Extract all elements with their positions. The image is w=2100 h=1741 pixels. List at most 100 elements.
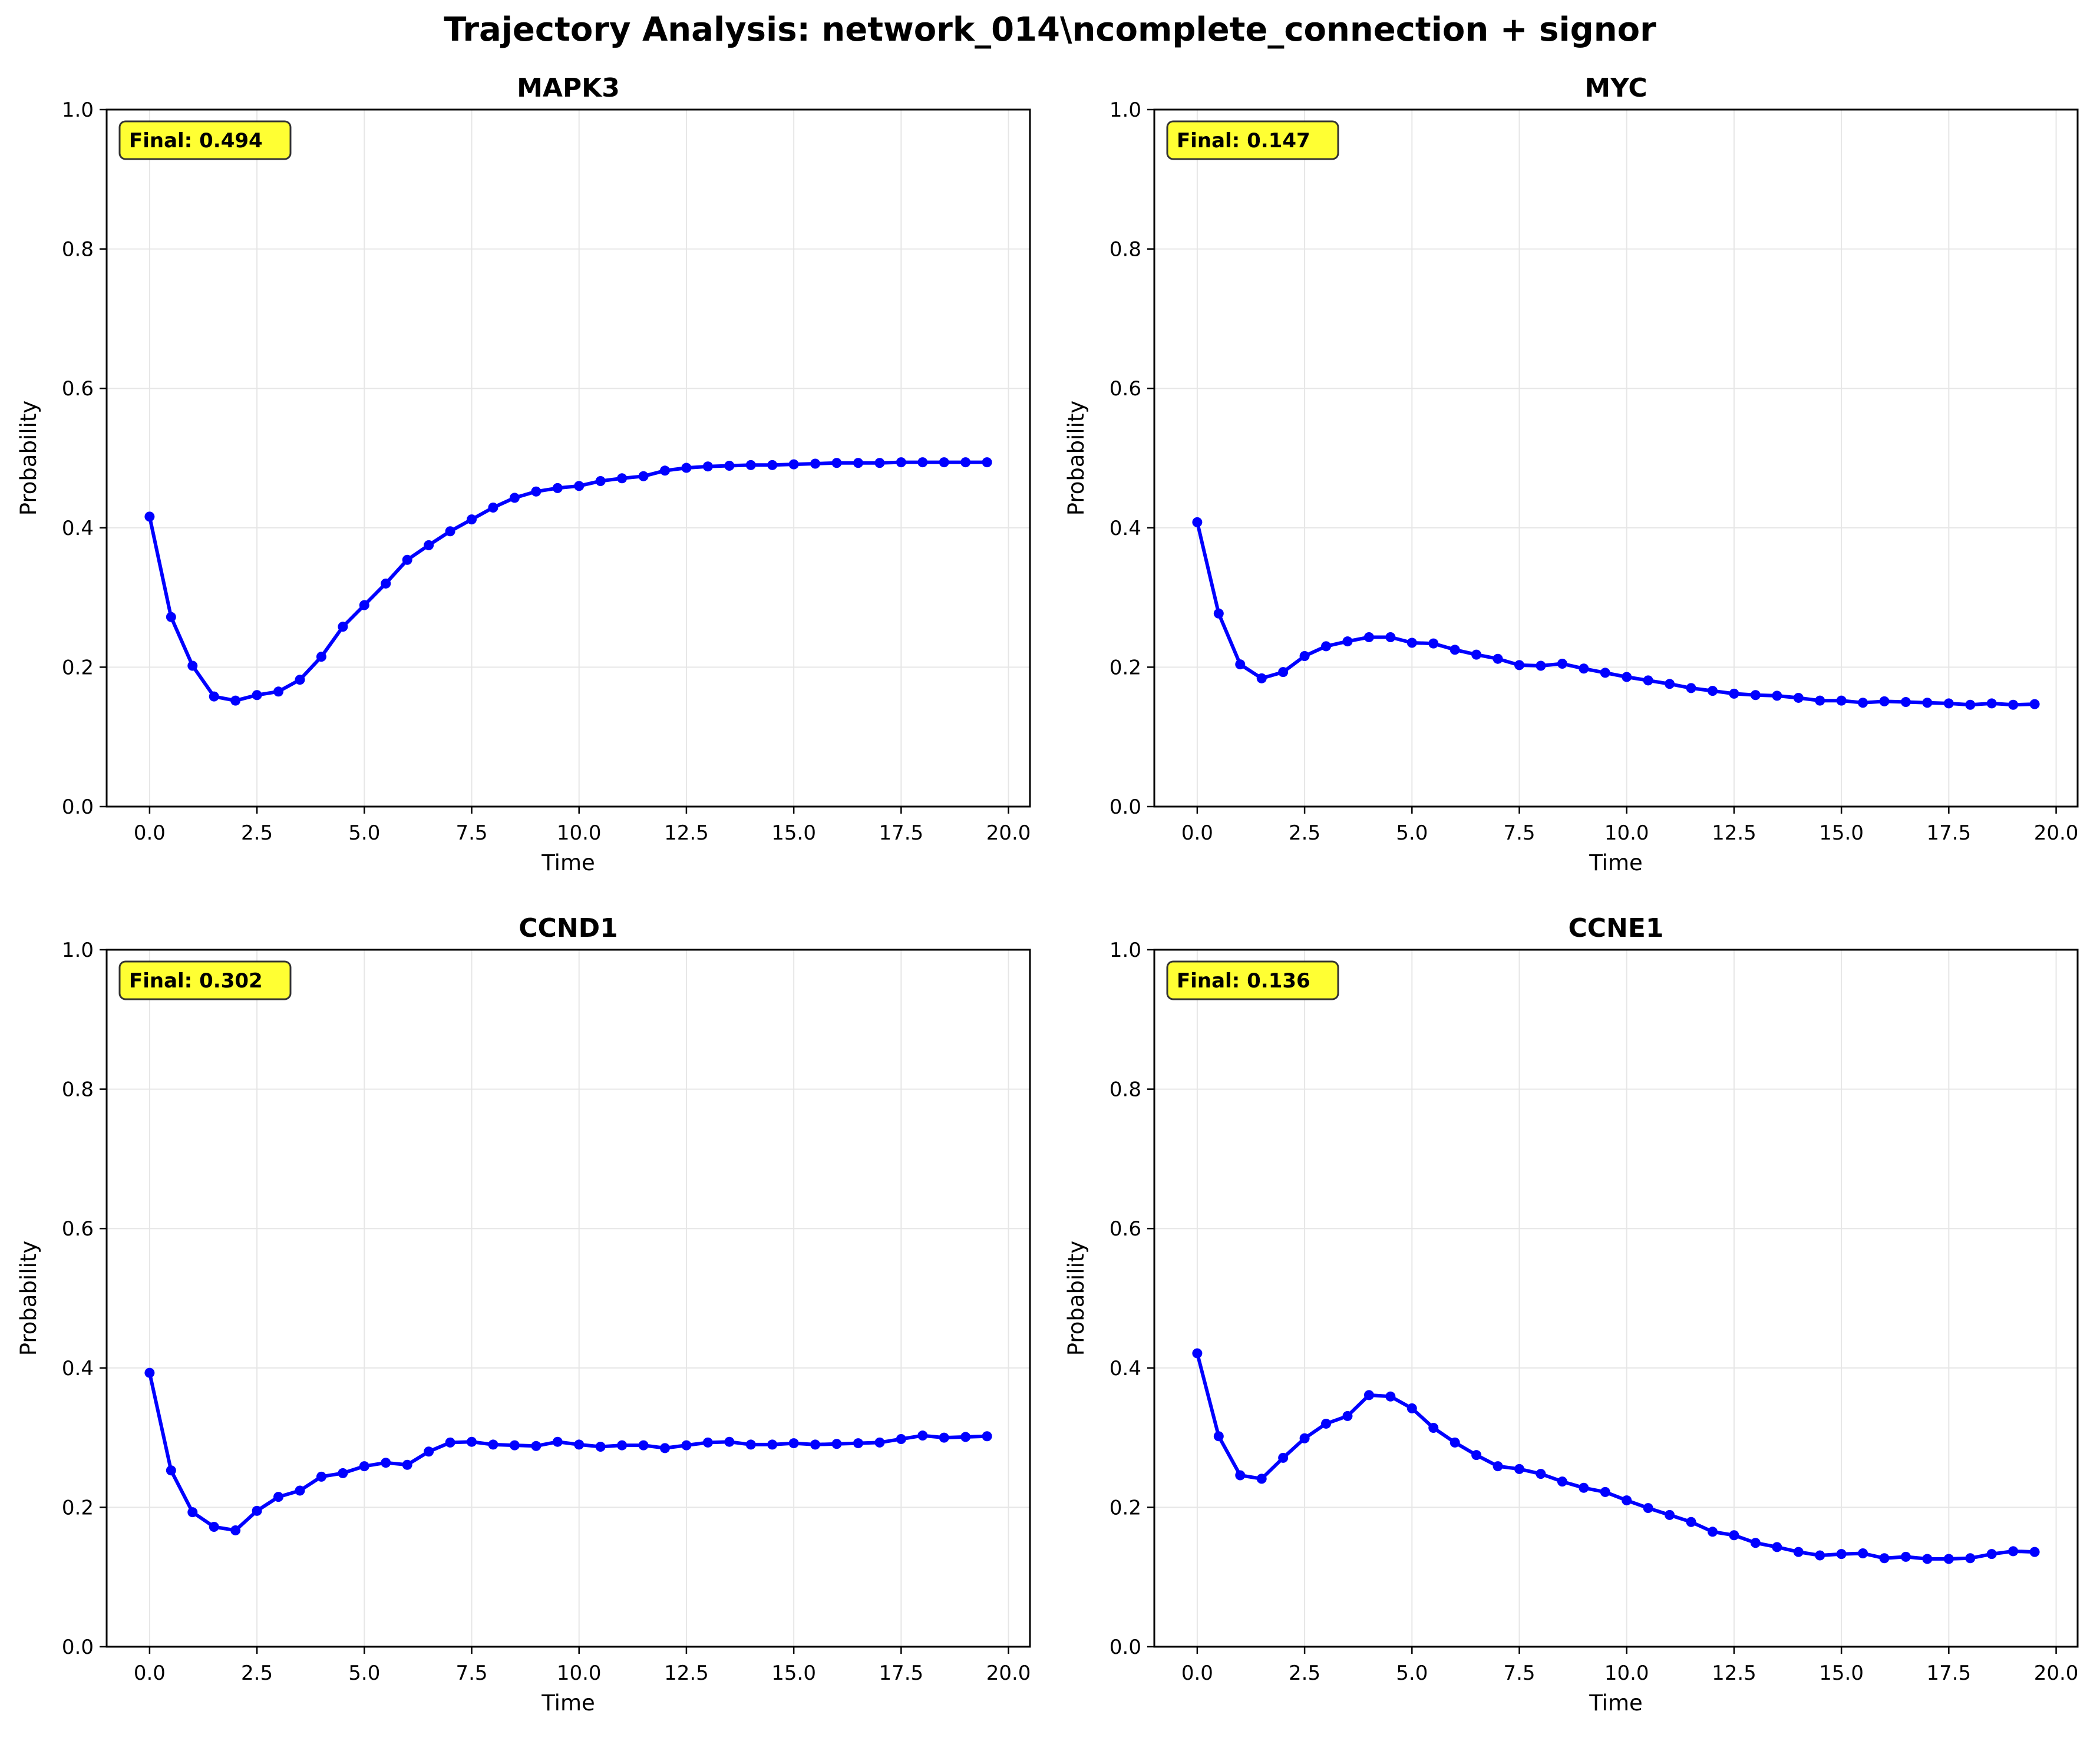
data-point <box>574 481 585 491</box>
data-point <box>745 460 756 470</box>
data-point <box>617 473 628 484</box>
x-tick-label: 7.5 <box>1503 821 1535 845</box>
data-point <box>831 1439 842 1449</box>
y-tick-label: 1.0 <box>1110 98 1141 122</box>
y-tick-label: 1.0 <box>62 98 94 122</box>
data-point <box>1299 650 1310 661</box>
data-point <box>659 1443 670 1453</box>
data-point <box>1557 658 1567 669</box>
data-point <box>1579 1482 1589 1493</box>
data-point <box>1385 1391 1396 1402</box>
subplot-title: CCNE1 <box>1568 913 1663 943</box>
data-point <box>1321 641 1332 652</box>
y-tick-label: 0.2 <box>62 656 94 679</box>
x-tick-label: 20.0 <box>986 821 1031 845</box>
data-point <box>1299 1433 1310 1443</box>
data-point <box>1278 667 1289 678</box>
data-point <box>810 458 821 469</box>
x-tick-label: 5.0 <box>1396 1661 1428 1685</box>
x-tick-label: 2.5 <box>241 821 273 845</box>
data-point <box>316 1471 326 1482</box>
data-point <box>445 1437 455 1448</box>
data-point <box>1879 696 1890 706</box>
data-point <box>1493 1461 1503 1472</box>
data-point <box>1449 1437 1460 1448</box>
data-point <box>595 476 606 487</box>
data-point <box>702 1437 713 1448</box>
axes-frame <box>1153 108 2079 808</box>
data-point <box>402 1459 412 1470</box>
data-point <box>252 690 262 701</box>
final-value-label: Final: 0.494 <box>129 129 263 153</box>
data-point <box>917 1431 928 1441</box>
data-point <box>1922 698 1933 708</box>
y-tick-label: 0.6 <box>62 377 94 401</box>
data-point <box>1943 1554 1954 1564</box>
data-point <box>2008 699 2019 710</box>
data-point <box>166 1465 176 1476</box>
data-point <box>638 1440 649 1451</box>
subplot-mapk3: 0.0 2.5 5.0 7.5 10.0 12.5 15.0 17.5 20.0 0.0 0.2 0.… <box>16 73 1031 876</box>
x-tick-label: 2.5 <box>1289 821 1320 845</box>
data-point <box>702 461 713 472</box>
data-point <box>1858 1548 1868 1558</box>
x-tick-label: 20.0 <box>2034 1661 2079 1685</box>
series-line <box>147 460 988 703</box>
data-point <box>252 1505 262 1516</box>
data-point <box>467 1436 477 1447</box>
data-point <box>574 1439 585 1450</box>
data-point <box>1836 695 1847 706</box>
data-point <box>1750 690 1761 701</box>
data-point <box>445 526 455 537</box>
data-point <box>724 1436 735 1447</box>
data-point <box>209 691 219 702</box>
data-point <box>1943 698 1954 709</box>
data-point <box>1536 660 1546 671</box>
x-tick-label: 12.5 <box>664 821 709 845</box>
data-point <box>1643 675 1653 686</box>
data-point <box>874 1437 885 1448</box>
data-point <box>1879 1553 1890 1564</box>
data-point <box>1707 686 1718 696</box>
y-axis-label: Probability <box>1064 1241 1089 1356</box>
y-tick-label: 0.0 <box>1110 795 1141 819</box>
y-tick-label: 0.4 <box>1110 517 1141 540</box>
data-point <box>1750 1538 1761 1548</box>
x-tick-label: 15.0 <box>771 821 816 845</box>
data-point <box>1342 1410 1353 1421</box>
data-point <box>1686 1517 1696 1527</box>
data-point <box>2029 1547 2040 1557</box>
data-point <box>1858 698 1868 708</box>
data-point <box>1342 636 1353 647</box>
data-point <box>1600 668 1610 678</box>
y-tick-label: 0.2 <box>1110 1496 1141 1519</box>
data-point <box>230 1525 241 1535</box>
final-value-label: Final: 0.147 <box>1177 129 1310 153</box>
data-point <box>359 600 369 610</box>
x-tick-label: 10.0 <box>557 821 602 845</box>
subplot-myc: 0.0 2.5 5.0 7.5 10.0 12.5 15.0 17.5 20.0 0.0 0.2 0.… <box>1064 73 2079 876</box>
y-tick-label: 0.8 <box>1110 238 1141 262</box>
final-value-label: Final: 0.136 <box>1177 969 1310 993</box>
data-point <box>1643 1503 1653 1514</box>
x-axis-label: Time <box>1589 1690 1643 1716</box>
data-point <box>509 493 520 503</box>
y-tick-label: 0.4 <box>1110 1357 1141 1380</box>
x-tick-label: 12.5 <box>1712 1661 1756 1685</box>
y-axis-label: Probability <box>1064 401 1089 516</box>
y-axis-label: Probability <box>16 401 41 516</box>
axes-frame <box>1153 949 2079 1648</box>
data-point <box>853 1438 863 1449</box>
data-point <box>381 578 391 589</box>
data-point <box>1815 1550 1825 1561</box>
data-point <box>788 459 799 470</box>
data-point <box>509 1440 520 1451</box>
data-point <box>1965 1553 1976 1564</box>
data-point <box>273 1492 284 1502</box>
data-point <box>1665 1509 1675 1520</box>
data-point <box>1793 1547 1804 1557</box>
x-tick-label: 7.5 <box>455 821 487 845</box>
subplot-ccne1: 0.0 2.5 5.0 7.5 10.0 12.5 15.0 17.5 20.0 0.0 0.2 0.… <box>1064 913 2079 1716</box>
x-axis-label: Time <box>541 850 595 876</box>
